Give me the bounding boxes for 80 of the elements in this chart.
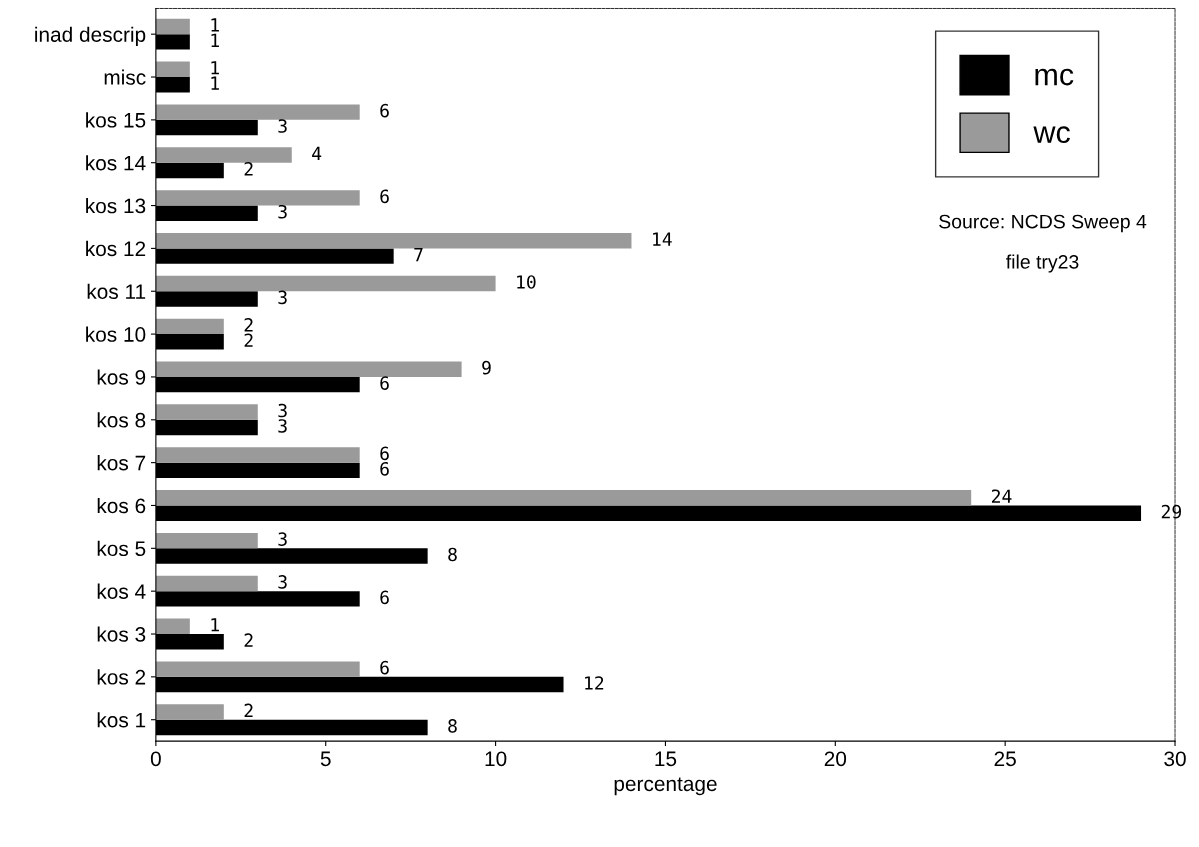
bar	[155, 232, 632, 249]
y-tick-label: kos 3	[97, 626, 146, 642]
data-label: 3	[278, 575, 287, 589]
y-tick-label: kos 13	[86, 198, 146, 214]
data-label: 2	[244, 318, 253, 332]
y-tick-label: kos 10	[86, 326, 146, 342]
data-label: 6	[380, 461, 389, 476]
data-label: 7	[414, 247, 423, 262]
x-tick-label: 15	[655, 751, 677, 767]
x-tick-label: 30	[1164, 751, 1186, 767]
y-tick-label: kos 15	[86, 112, 146, 128]
data-label: 6	[380, 590, 389, 605]
data-label: 6	[380, 376, 389, 390]
bar	[155, 532, 258, 549]
y-tick-label: kos 2	[97, 669, 146, 685]
data-label: 1	[211, 61, 219, 75]
data-label: 3	[278, 119, 287, 133]
data-label: 6	[380, 446, 389, 461]
data-label: 10	[517, 275, 536, 289]
data-label: 3	[278, 419, 287, 433]
bar	[155, 490, 972, 506]
data-label: 2	[244, 162, 253, 176]
y-tick-label: kos 5	[97, 540, 146, 557]
data-label: 6	[380, 189, 389, 204]
bar	[155, 661, 360, 677]
data-label: 1	[211, 76, 219, 90]
x-tick-label: 10	[485, 751, 507, 767]
bar	[155, 190, 360, 206]
y-tick-label: kos 8	[97, 412, 146, 428]
data-label: 9	[482, 360, 491, 375]
bar	[155, 361, 462, 377]
data-label: 3	[278, 290, 287, 305]
x-tick-label: 0	[150, 751, 161, 767]
bar	[155, 447, 360, 463]
data-label: 3	[278, 204, 287, 219]
bar	[155, 704, 224, 720]
legend-label: wc	[1033, 126, 1070, 144]
bar	[155, 618, 190, 635]
bar	[155, 18, 190, 35]
data-label: 3	[278, 403, 287, 418]
data-label: 6	[380, 660, 389, 675]
data-label: 3	[278, 532, 287, 546]
data-label: 6	[380, 103, 389, 118]
x-tick-label: 5	[320, 751, 331, 767]
legend-label: mc	[1035, 68, 1074, 86]
data-label: 4	[312, 146, 322, 161]
data-label: 24	[991, 489, 1012, 503]
bar	[155, 104, 360, 120]
annotation: file try23	[1006, 254, 1079, 273]
data-label: 12	[585, 676, 604, 690]
bar	[155, 318, 224, 335]
data-label: 29	[1161, 504, 1182, 519]
data-label: 2	[244, 633, 253, 647]
data-label: 8	[448, 719, 457, 733]
bar	[155, 275, 496, 292]
annotation: Source: NCDS Sweep 4	[939, 214, 1147, 233]
y-tick-label: inad descrip	[35, 26, 146, 47]
y-tick-label: kos 7	[97, 455, 146, 471]
bar	[155, 575, 258, 592]
y-tick-label: misc	[104, 69, 146, 85]
bar	[155, 61, 190, 78]
data-label: 1	[211, 33, 219, 47]
y-tick-label: kos 14	[86, 155, 146, 171]
data-label: 1	[211, 618, 219, 632]
x-axis-title: percentage	[614, 777, 717, 796]
data-label: 8	[448, 547, 457, 562]
y-tick-label: kos 12	[86, 240, 146, 257]
y-tick-label: kos 9	[97, 369, 146, 385]
data-label: 2	[244, 703, 253, 718]
x-tick-label: 25	[994, 751, 1016, 767]
y-tick-label: kos 11	[87, 283, 146, 299]
y-tick-label: kos 4	[97, 583, 146, 599]
data-label: 14	[653, 232, 672, 246]
data-label: 1	[211, 18, 219, 32]
x-tick-label: 20	[824, 751, 847, 767]
bar	[155, 404, 258, 420]
y-tick-label: kos 1	[97, 712, 146, 728]
y-tick-label: kos 6	[97, 497, 146, 514]
bar	[155, 147, 292, 163]
data-label: 2	[244, 333, 253, 347]
